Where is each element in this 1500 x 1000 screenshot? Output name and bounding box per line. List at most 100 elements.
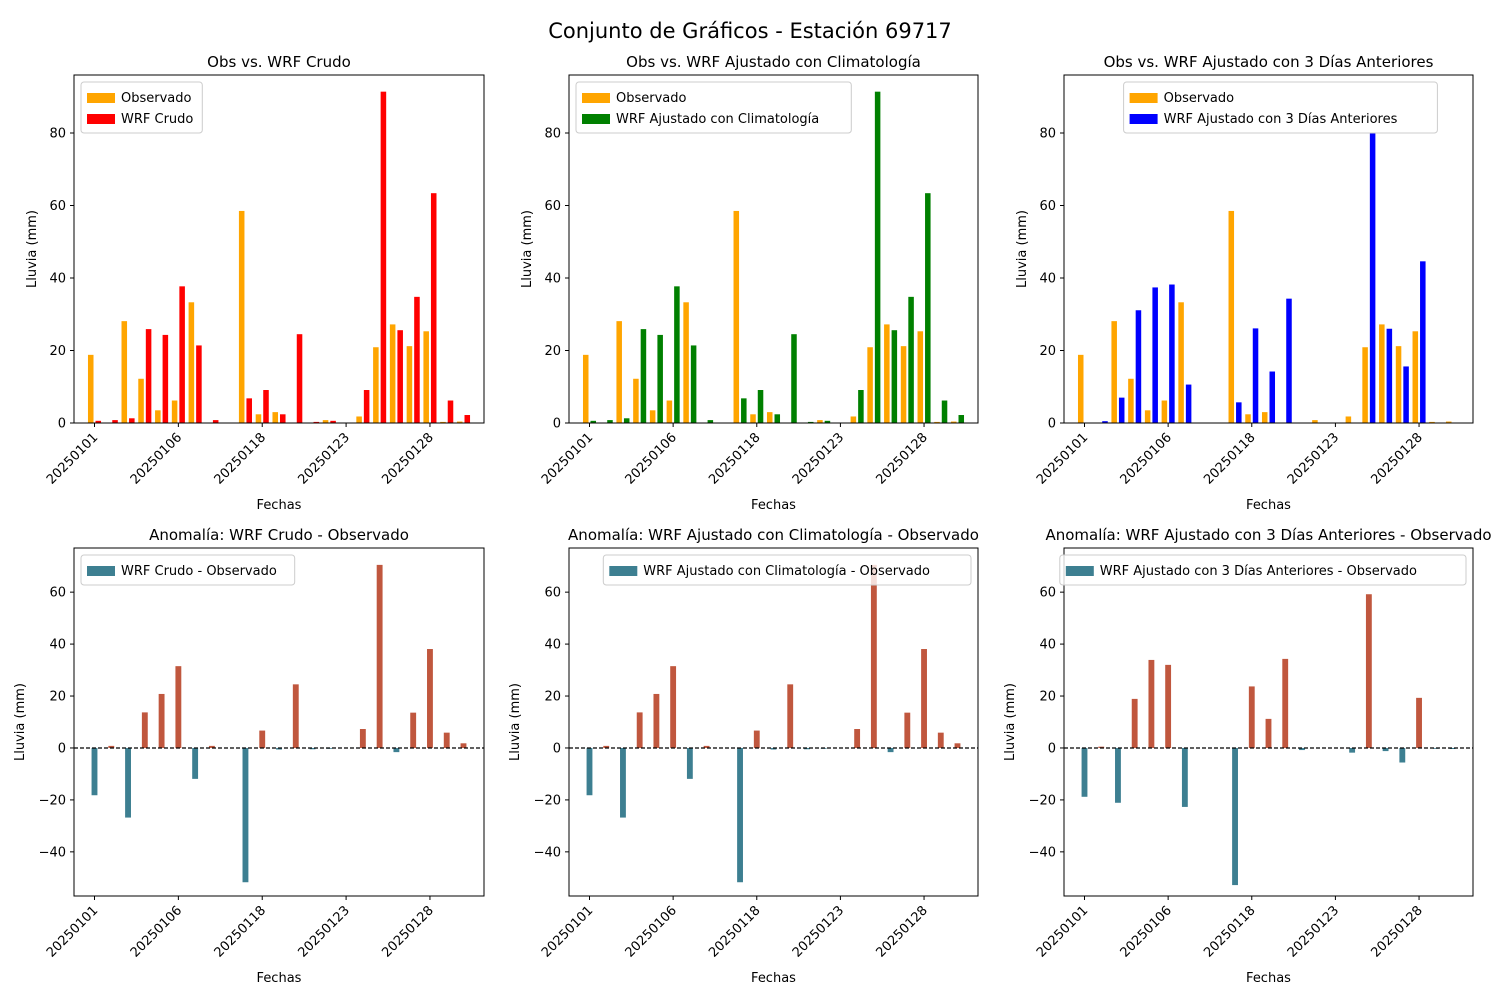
y-axis-label: Lluvia (mm) [1003,683,1018,761]
bar-wrf-0 [590,420,597,423]
legend-label: WRF Ajustado con 3 Días Anteriores [1164,112,1398,127]
anomaly-bar-0 [586,747,593,796]
x-axis-label: Fechas [751,971,796,986]
anomaly-bar-5 [670,666,677,748]
bar-wrf-9 [1236,402,1242,423]
x-axis-label: Fechas [257,971,302,986]
bar-observado-22 [456,421,463,423]
chart-panel-4: Anomalía: WRF Crudo - Observado −40 −20 0 20… [13,526,485,986]
x-axis-label: Fechas [751,498,796,513]
x-axis-label: Fechas [1246,971,1291,986]
bar-wrf-9 [246,398,252,423]
bar-wrf-20 [925,193,931,423]
anomaly-bar-16 [1349,747,1356,753]
legend: Observado WRF Ajustado con Climatología [575,81,852,134]
bar-observado-0 [87,354,94,423]
bar-observado-5 [666,400,673,423]
legend-frame [1123,81,1438,134]
y-tick-label: 60 [49,586,66,601]
chart-panel-6: Anomalía: WRF Ajustado con 3 Días Anteri… [1003,526,1492,986]
anomaly-bar-21 [937,732,944,748]
anomaly-bar-19 [410,712,417,748]
y-tick-label: 0 [553,741,561,756]
x-tick-label: 20250106 [623,430,680,487]
bar-wrf-14 [330,420,336,423]
bar-wrf-19 [414,296,420,423]
anomaly-bar-13 [804,747,810,750]
bar-observado-20 [917,331,924,423]
anomaly-bar-7 [208,745,215,748]
anomaly-bar-10 [259,730,266,748]
anomaly-bar-18 [887,747,894,753]
y-tick-label: 80 [49,127,66,142]
legend-label: WRF Ajustado con Climatología - Observad… [643,564,930,579]
bar-wrf-4 [162,334,169,423]
x-tick-label: 20250118 [1201,903,1258,960]
legend-swatch [87,114,115,124]
bar-wrf-11 [774,414,781,423]
anomaly-bar-0 [1081,747,1088,797]
anomaly-bar-12 [787,684,794,748]
y-axis-label: Lluvia (mm) [25,210,40,288]
bar-observado-2 [616,321,622,423]
y-tick-label: 20 [49,344,66,359]
bar-wrf-14 [824,420,831,423]
bar-wrf-1 [112,420,118,423]
bar-observado-0 [1077,354,1084,423]
anomaly-bar-11 [276,747,282,750]
x-tick-label: 20250101 [44,430,101,487]
anomaly-bar-6 [1181,747,1188,807]
bar-wrf-3 [145,329,152,423]
x-tick-label: 20250118 [212,430,269,487]
chart-panel-2: Obs vs. WRF Ajustado con Climatología020… [520,53,979,513]
bar-wrf-11 [1269,371,1276,423]
bar-observado-3 [1128,378,1134,423]
bar-wrf-19 [908,296,914,423]
bar-wrf-11 [280,414,286,423]
bar-wrf-7 [212,420,219,423]
legend-label: WRF Crudo [121,112,193,127]
bar-observado-9 [733,210,740,423]
bar-observado-16 [850,416,857,423]
legend-swatch [87,566,115,576]
chart-panel-1: Obs vs. WRF Crudo 0 20 40 60 80 20250101 202501… [25,53,485,513]
bar-wrf-6 [196,345,202,423]
legend-frame [602,554,972,586]
bar-observado-10 [1245,414,1251,423]
x-axis-label: Fechas [1246,498,1291,513]
bar-observado-21 [440,421,446,423]
bar-observado-18 [389,324,396,423]
axes-frame [568,74,979,424]
x-tick-label: 20250128 [1368,430,1425,487]
bar-wrf-17 [380,91,387,424]
y-tick-label: 0 [58,741,66,756]
bar-wrf-12 [791,334,797,423]
anomaly-bar-3 [1131,698,1138,748]
x-tick-label: 20250128 [1368,903,1425,960]
anomaly-bar-11 [1265,718,1272,748]
bar-wrf-13 [313,421,320,423]
anomaly-bar-21 [1432,747,1439,749]
legend-label: Observado [1164,91,1235,106]
legend-swatch [1129,93,1158,103]
bar-wrf-10 [263,390,269,423]
anomaly-bar-17 [1365,594,1372,748]
chart-panel-3: Obs vs. WRF Ajustado con 3 Días Anterior… [1015,53,1474,513]
anomaly-bar-10 [753,730,760,748]
bar-observado-17 [373,347,379,423]
anomaly-bar-18 [393,747,400,753]
legend: WRF Ajustado con 3 Días Anteriores - Obs… [1059,554,1467,586]
anomaly-bar-21 [443,732,450,748]
bar-observado-5 [1161,400,1168,423]
y-tick-label: 0 [1048,741,1056,756]
legend-label: WRF Ajustado con Climatología [616,112,819,127]
legend-swatch [1065,566,1094,576]
y-tick-label: 40 [544,272,561,287]
y-tick-label: 20 [49,690,66,705]
legend-label: WRF Ajustado con 3 Días Anteriores - Obs… [1100,564,1417,579]
axes-frame [1063,547,1474,897]
anomaly-bar-13 [309,747,316,750]
anomaly-bar-13 [1299,747,1305,751]
y-tick-label: 40 [1039,272,1056,287]
